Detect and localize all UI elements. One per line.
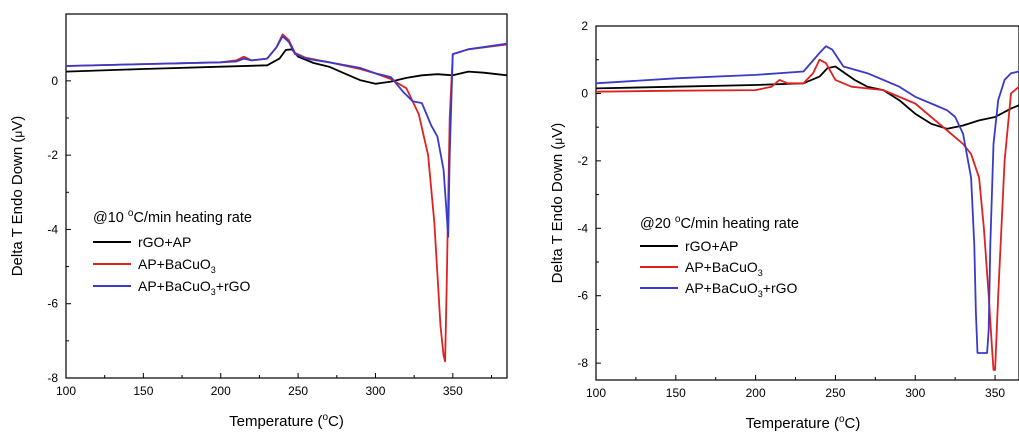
y-axis-label-mu: μ [11, 131, 25, 138]
chart-2: 100 150 200 250 300 350 2 0 -2 -4 -6 -8 Temperature … [549, 19, 1019, 432]
legend-text: AP+BaCuO [138, 256, 211, 272]
y-tick-label: -4 [577, 221, 588, 235]
x-tick-label: 150 [133, 384, 153, 398]
x-tick-label: 300 [365, 384, 385, 398]
y-tick-label: -6 [47, 297, 58, 311]
annotation-suffix: C/min heating rate [680, 216, 798, 232]
legend-label-1: rGO+AP [138, 234, 191, 250]
y-axis-label: Delta T Endo Down (μV) [9, 116, 26, 277]
legend-text: rGO+AP [138, 234, 191, 250]
x-axis-label-unit: C) [845, 415, 861, 432]
annotation-suffix: C/min heating rate [133, 210, 251, 226]
x-axis-label: Temperature (oC) [229, 412, 344, 430]
plot-frame [65, 13, 508, 379]
chart-1: 100 150 200 250 300 350 0 -2 -4 -6 -8 Temperature (… [9, 13, 508, 430]
series-line-3 [596, 45, 1019, 354]
y-tick-label: -2 [577, 154, 588, 168]
annotation-rate: @10 [93, 210, 128, 226]
x-tick-label: 150 [666, 386, 686, 400]
legend-label-2: AP+BaCuO3 [138, 256, 216, 275]
x-tick-label: 200 [211, 384, 231, 398]
legend-label-2: AP+BaCuO3 [685, 259, 763, 278]
x-tick-label: 200 [746, 386, 766, 400]
legend-subscript: 3 [758, 289, 763, 299]
y-axis-label: Delta T Endo Down (μV) [549, 123, 566, 284]
legend-subscript: 3 [211, 287, 216, 297]
y-tick-label: -8 [577, 356, 588, 370]
series-group [66, 33, 507, 363]
legend-label-3: AP+BaCuO3+rGO [685, 280, 798, 299]
plot-frame [595, 25, 1019, 381]
y-tick-label: -4 [47, 222, 58, 236]
series-line-3 [66, 35, 507, 238]
x-tick-label: 300 [905, 386, 925, 400]
legend-text: AP+BaCuO [685, 259, 758, 275]
legend-text: AP+BaCuO [685, 280, 758, 296]
y-tick-label: 0 [581, 86, 588, 100]
legend-label-3: AP+BaCuO3+rGO [138, 278, 251, 297]
series-group [596, 45, 1019, 371]
x-tick-label: 250 [825, 386, 845, 400]
x-tick-label: 250 [288, 384, 308, 398]
heating-rate-annotation: @20 oC/min heating rate [640, 214, 799, 232]
legend-tail: +rGO [216, 278, 251, 294]
annotation-degree: o [675, 214, 681, 225]
y-tick-label: -2 [47, 148, 58, 162]
legend-subscript: 3 [758, 268, 763, 278]
x-axis-label-degree: o [322, 412, 328, 423]
x-axis-label-main: Temperature ( [746, 415, 839, 432]
x-tick-label: 100 [56, 384, 76, 398]
legend-subscript: 3 [211, 265, 216, 275]
annotation-rate: @20 [640, 216, 675, 232]
x-tick-label: 350 [443, 384, 463, 398]
series-line-2 [596, 58, 1019, 371]
series-line-1 [66, 48, 507, 85]
legend-tail: +rGO [763, 280, 798, 296]
x-axis-label-main: Temperature ( [229, 413, 322, 430]
x-tick-label: 350 [985, 386, 1005, 400]
y-axis-label-mu: μ [551, 138, 565, 145]
x-axis-label-degree: o [839, 414, 845, 425]
y-tick-label: 0 [51, 74, 58, 88]
legend-text: AP+BaCuO [138, 278, 211, 294]
annotation-degree: o [128, 208, 134, 219]
legend-label-1: rGO+AP [685, 238, 738, 254]
x-axis-label-unit: C) [328, 413, 344, 430]
y-tick-label: -6 [577, 289, 588, 303]
y-axis-label-main: Delta T Endo Down ( [549, 145, 566, 284]
x-tick-label: 100 [586, 386, 606, 400]
legend-text: rGO+AP [685, 238, 738, 254]
y-axis-label-unit: V) [549, 123, 566, 138]
y-tick-label: -8 [47, 371, 58, 385]
y-tick-label: 2 [581, 19, 588, 33]
x-axis-label: Temperature (oC) [746, 414, 861, 432]
y-axis-label-main: Delta T Endo Down ( [9, 138, 26, 277]
y-axis-label-unit: V) [9, 116, 26, 131]
series-line-2 [66, 33, 507, 363]
heating-rate-annotation: @10 oC/min heating rate [93, 208, 252, 226]
